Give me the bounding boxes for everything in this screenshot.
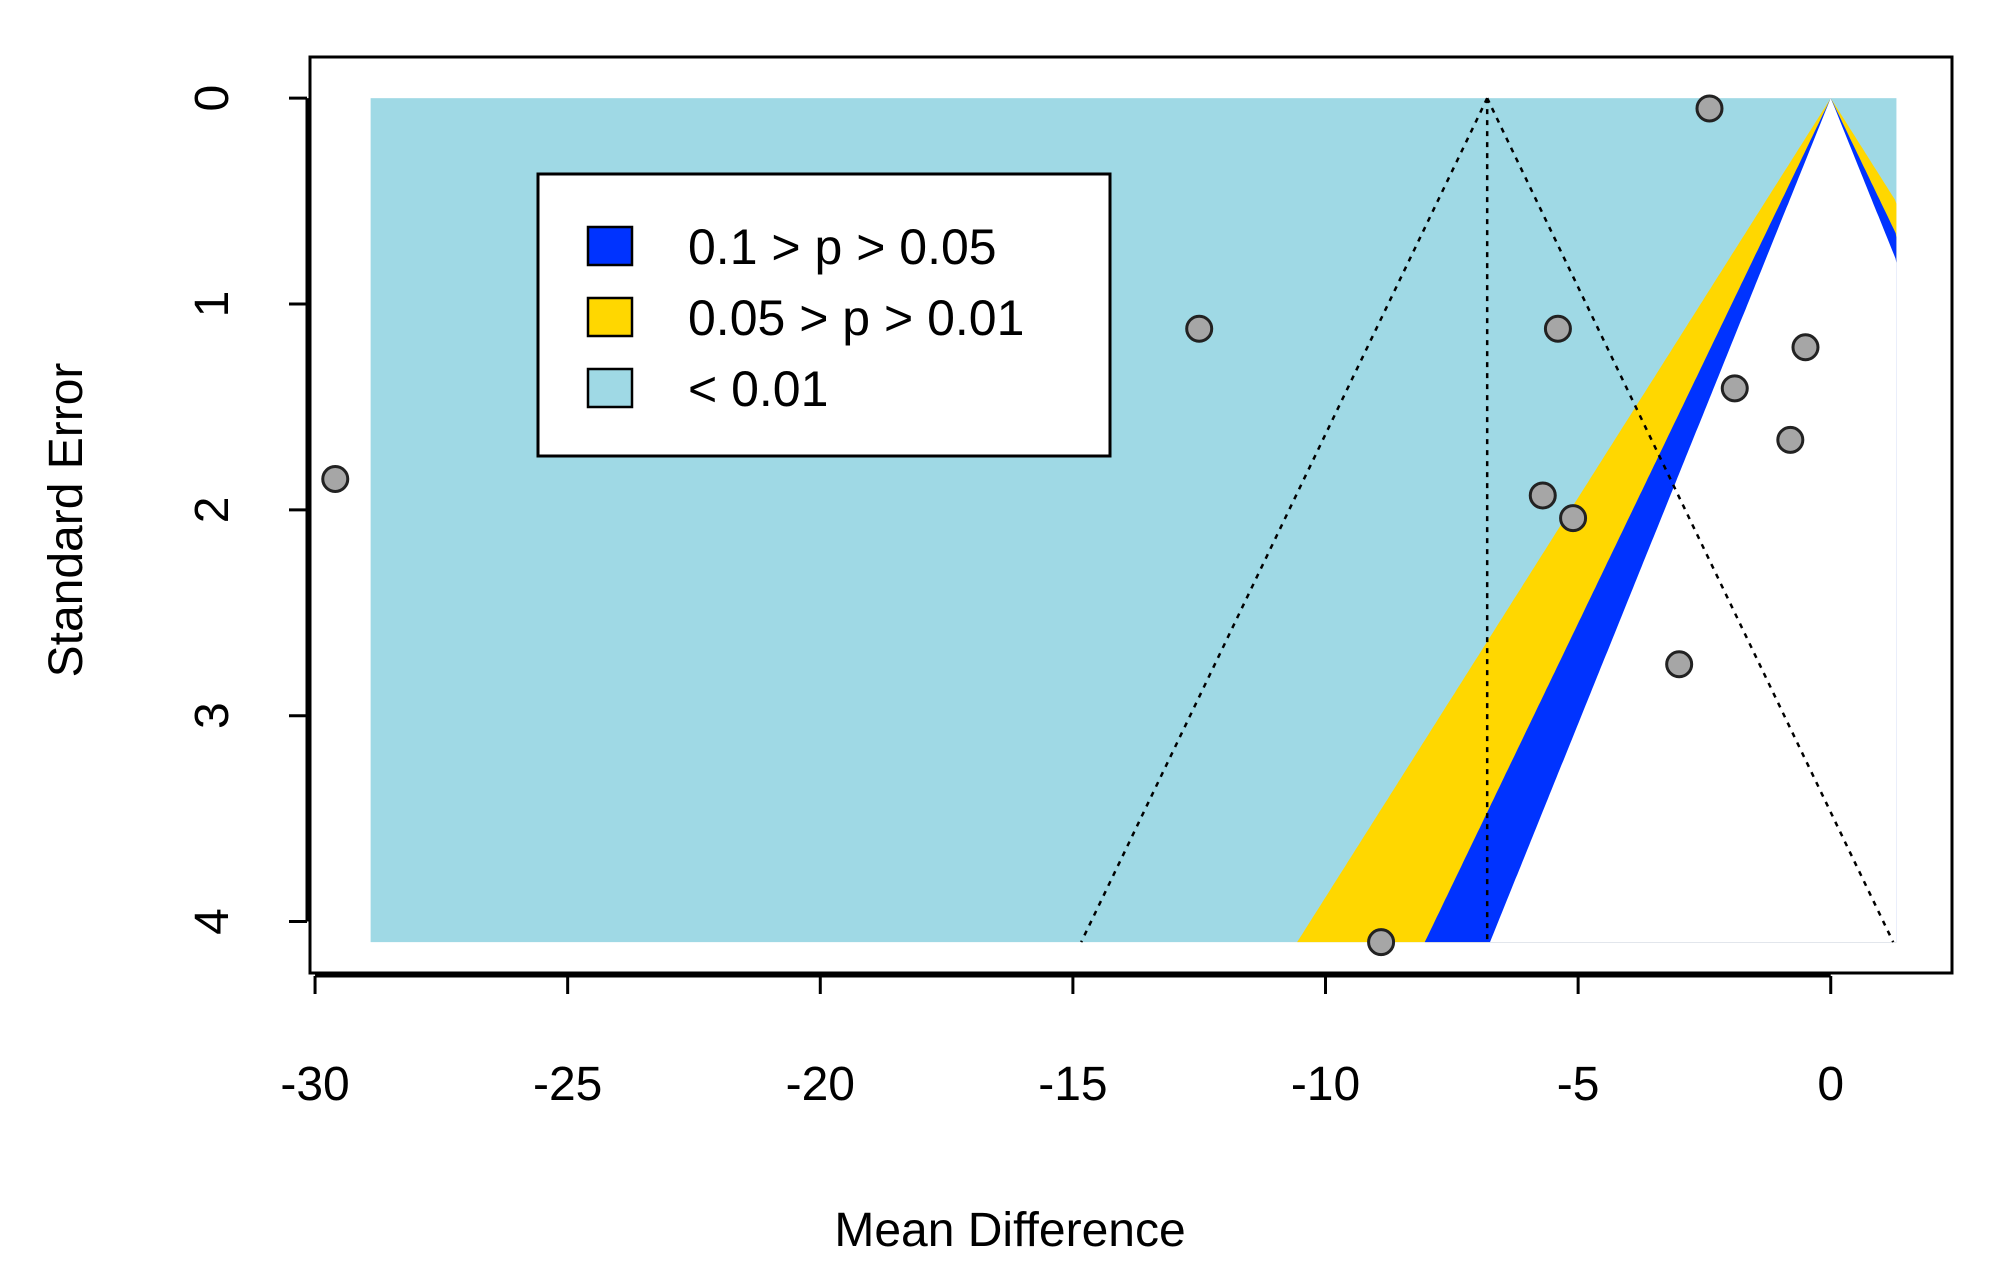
funnel-left-line xyxy=(1080,97,1489,943)
x-tick-label: -15 xyxy=(1038,1058,1107,1111)
study-point xyxy=(1543,314,1572,343)
legend-box xyxy=(536,172,1112,458)
legend-swatch xyxy=(586,225,634,267)
study-point xyxy=(1720,374,1749,403)
x-tick-label: -30 xyxy=(280,1058,349,1111)
contour-regions xyxy=(370,98,1897,943)
study-point xyxy=(1791,333,1820,362)
study-point xyxy=(1185,314,1214,343)
legend: 0.1 > p > 0.05 0.05 > p > 0.01 < 0.01 xyxy=(536,172,1112,458)
study-point xyxy=(1665,650,1694,679)
y-axis: 0 1 2 3 4 xyxy=(186,85,309,935)
y-tick-label: 4 xyxy=(186,908,239,935)
legend-label: 0.1 > p > 0.05 xyxy=(688,219,997,275)
funnel-right-line xyxy=(1486,97,1895,943)
study-point xyxy=(321,464,350,493)
study-points xyxy=(321,94,1820,957)
study-point xyxy=(1559,504,1588,533)
y-tick-label: 1 xyxy=(186,291,239,318)
study-point xyxy=(1367,928,1396,957)
legend-label: 0.05 > p > 0.01 xyxy=(688,290,1024,346)
x-axis: -30 -25 -20 -15 -10 -5 0 xyxy=(280,974,1844,1111)
contour-wedge-3 xyxy=(1490,98,1897,943)
y-tick-label: 2 xyxy=(186,497,239,524)
study-point xyxy=(1528,481,1557,510)
x-tick-label: 0 xyxy=(1817,1058,1844,1111)
legend-swatch xyxy=(586,367,634,409)
y-axis-title: Standard Error xyxy=(40,363,93,678)
x-tick-label: -5 xyxy=(1557,1058,1600,1111)
y-tick-label: 0 xyxy=(186,85,239,112)
plot-frame xyxy=(308,55,1954,975)
study-point xyxy=(1776,425,1805,454)
x-tick-label: -20 xyxy=(786,1058,855,1111)
legend-swatch xyxy=(586,296,634,338)
x-tick-label: -10 xyxy=(1291,1058,1360,1111)
funnel-lines xyxy=(1080,97,1895,943)
legend-label: < 0.01 xyxy=(688,361,828,417)
x-tick-label: -25 xyxy=(533,1058,602,1111)
y-tick-label: 3 xyxy=(186,702,239,729)
x-axis-title: Mean Difference xyxy=(834,1204,1185,1257)
study-point xyxy=(1695,94,1724,123)
